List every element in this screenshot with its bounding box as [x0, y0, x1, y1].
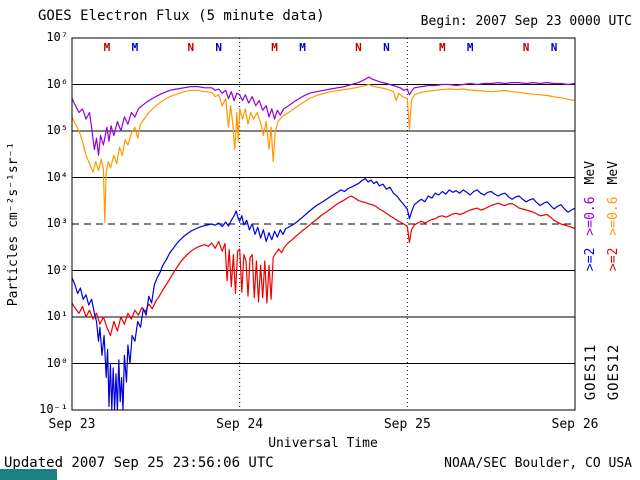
noon-midnight-marker: M: [466, 41, 474, 54]
noon-midnight-marker: N: [215, 41, 223, 54]
legend-goes11-ge06: >=0.6: [583, 196, 598, 236]
legend-goes12-channels: >=2 >=0.6 MeV: [606, 146, 621, 286]
x-tick-label: Sep 23: [48, 417, 96, 432]
legend-goes12-name: GOES12: [606, 343, 622, 401]
y-tick-label: 10⁴: [46, 169, 68, 184]
series-goes11-ge0.6mev: [71, 76, 576, 156]
noon-midnight-marker: M: [271, 41, 278, 54]
begin-time-label: Begin: 2007 Sep 23 0000 UTC: [420, 14, 632, 29]
plot-border: [71, 37, 576, 411]
noon-midnight-marker: N: [355, 41, 362, 54]
y-tick-label: 10³: [46, 216, 68, 230]
source-credit: NOAA/SEC Boulder, CO USA: [444, 456, 632, 471]
noon-midnight-marker: N: [383, 41, 390, 54]
legend-goes11-channels: >=2 >=0.6 MeV: [583, 146, 598, 286]
legend-goes12-mev: MeV: [606, 160, 621, 185]
legend-goes12-ge2: >=2: [606, 247, 621, 272]
legend-goes11-ge2: >=2: [583, 247, 598, 272]
legend-goes11-name: GOES11: [583, 343, 599, 401]
series-goes12-ge2mev: [71, 195, 576, 337]
noon-midnight-marker: M: [299, 41, 306, 54]
noon-midnight-marker: N: [187, 41, 195, 54]
noon-midnight-marker: M: [438, 41, 446, 54]
x-tick-label: Sep 26: [551, 417, 599, 432]
y-tick-label: 10⁰: [46, 355, 68, 370]
legend-goes11-mev: MeV: [583, 160, 598, 185]
y-tick-label: 10⁷: [46, 30, 68, 44]
noon-midnight-marker: N: [522, 41, 530, 54]
y-tick-label: 10⁶: [46, 76, 68, 91]
y-tick-label: 10¹: [46, 309, 68, 323]
legend-goes12-ge06: >=0.6: [606, 196, 621, 236]
chart-title: GOES Electron Flux (5 minute data): [38, 8, 325, 24]
noon-midnight-marker: N: [550, 41, 558, 54]
noon-midnight-marker: M: [103, 41, 111, 54]
x-tick-label: Sep 25: [383, 417, 431, 432]
y-tick-label: 10²: [46, 262, 68, 277]
x-axis-label: Universal Time: [268, 436, 378, 451]
x-tick-label: Sep 24: [216, 417, 264, 432]
y-axis-label: Particles cm⁻²s⁻¹sr⁻¹: [6, 141, 21, 307]
y-tick-label: 10⁻¹: [39, 402, 68, 416]
series-goes12-ge0.6mev: [71, 83, 576, 223]
y-tick-label: 10⁵: [46, 123, 68, 137]
teal-corner-artifact: [0, 469, 57, 480]
noon-midnight-marker: M: [131, 41, 139, 54]
updated-timestamp: Updated 2007 Sep 25 23:56:06 UTC: [4, 455, 274, 471]
series-goes11-ge2mev: [71, 178, 576, 411]
